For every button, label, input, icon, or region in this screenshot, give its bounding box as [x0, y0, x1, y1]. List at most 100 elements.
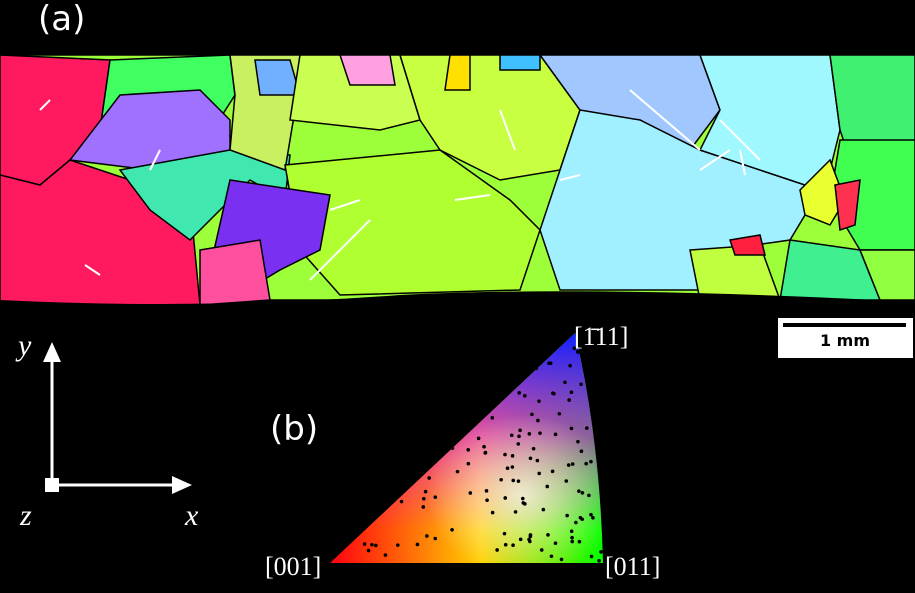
orientation-dot	[574, 521, 578, 525]
orientation-dot	[589, 460, 593, 464]
orientation-dot	[579, 516, 583, 520]
orientation-dot	[558, 412, 562, 416]
orientation-dot	[482, 445, 486, 449]
orientation-dot	[511, 543, 515, 547]
orientation-dot	[530, 413, 534, 417]
orientation-dot	[529, 535, 533, 539]
orientation-dot	[542, 508, 546, 512]
orientation-dot	[450, 528, 454, 532]
orientation-dot	[506, 466, 510, 470]
orientation-dot	[567, 463, 571, 467]
orientation-dot	[579, 382, 583, 386]
orientation-dot	[540, 548, 544, 552]
orientation-dot	[536, 419, 540, 423]
orientation-dot	[424, 490, 428, 494]
orientation-dot	[422, 497, 426, 501]
orientation-dot	[599, 550, 603, 554]
orientation-dot	[518, 428, 522, 432]
scale-bar-label: 1 mm	[820, 331, 870, 350]
orientation-dot	[584, 462, 588, 466]
orientation-dot	[427, 476, 431, 480]
orientation-dot	[433, 495, 437, 499]
orientation-dot	[585, 426, 589, 430]
orientation-dot	[516, 442, 520, 446]
orientation-dot	[521, 501, 525, 505]
orientation-dot	[523, 394, 527, 398]
orientation-dot	[529, 456, 533, 460]
orientation-dot	[549, 361, 553, 365]
orientation-dot	[499, 478, 503, 482]
orientation-dot	[374, 544, 378, 548]
orientation-dot	[538, 431, 542, 435]
orientation-dot	[589, 513, 593, 517]
orientation-dot	[416, 543, 420, 547]
orientation-dot	[466, 448, 470, 452]
orientation-dot	[503, 532, 507, 536]
orientation-dot	[495, 548, 499, 552]
orientation-dot	[560, 558, 564, 562]
orientation-dot	[591, 516, 595, 520]
orientation-dot	[570, 540, 574, 544]
orientation-dot	[532, 447, 536, 451]
orientation-dot	[517, 479, 521, 483]
axis-label: y	[15, 329, 32, 362]
orientation-dot	[510, 433, 514, 437]
orientation-dot	[528, 432, 532, 436]
orientation-dot	[551, 470, 555, 474]
orientation-dot	[551, 391, 555, 395]
orientation-dot	[503, 453, 507, 457]
orientation-dot	[577, 489, 581, 493]
orientation-dot	[456, 470, 460, 474]
orientation-dot	[425, 534, 429, 538]
orientation-dot	[564, 479, 568, 483]
orientation-dot	[570, 427, 574, 431]
orientation-dot	[528, 540, 532, 544]
orientation-dot	[521, 497, 525, 501]
orientation-dot	[433, 537, 437, 541]
axis-label: x	[184, 499, 199, 532]
orientation-dot	[400, 500, 404, 504]
orientation-dot	[370, 543, 374, 547]
orientation-dot	[565, 514, 569, 518]
orientation-dot	[484, 451, 488, 455]
top-edge	[0, 0, 915, 55]
orientation-dot	[514, 510, 518, 514]
orientation-dot	[467, 462, 471, 466]
orientation-dot	[490, 416, 494, 420]
orientation-dot	[563, 380, 567, 384]
orientation-dot	[537, 472, 541, 476]
orientation-dot	[568, 364, 572, 368]
orientation-dot	[477, 437, 481, 441]
orientation-dot	[485, 498, 489, 502]
orientation-dot	[519, 538, 523, 542]
orientation-dot	[567, 398, 571, 402]
corner-label: [001]	[265, 552, 321, 581]
orientation-dot	[550, 555, 554, 559]
orientation-dot	[536, 459, 540, 463]
panel-label: (a)	[38, 0, 85, 39]
orientation-dot	[517, 435, 521, 439]
orientation-dot	[517, 391, 521, 395]
orientation-dot	[503, 496, 507, 500]
panel-label: (b)	[270, 409, 318, 449]
grain-map	[0, 55, 915, 305]
figure: (a) 1 mm y x z (b) [001] [011] [1̄11]	[0, 0, 915, 593]
orientation-dot	[590, 555, 594, 559]
orientation-dot	[570, 536, 574, 540]
orientation-dot	[485, 489, 489, 493]
orientation-dot	[396, 543, 400, 547]
orientation-dot	[545, 485, 549, 489]
orientation-dot	[469, 491, 473, 495]
orientation-dot	[581, 491, 585, 495]
orientation-dot	[491, 511, 495, 515]
orientation-dot	[580, 449, 584, 453]
orientation-dot	[363, 542, 367, 546]
orientation-dot	[597, 559, 601, 563]
orientation-dot	[570, 390, 574, 394]
orientation-dot	[537, 399, 541, 403]
axis-label: z	[19, 499, 32, 532]
orientation-dot	[511, 465, 515, 469]
orientation-dot	[546, 533, 550, 537]
corner-label: [1̄11]	[574, 322, 628, 351]
orientation-dot	[578, 540, 582, 544]
